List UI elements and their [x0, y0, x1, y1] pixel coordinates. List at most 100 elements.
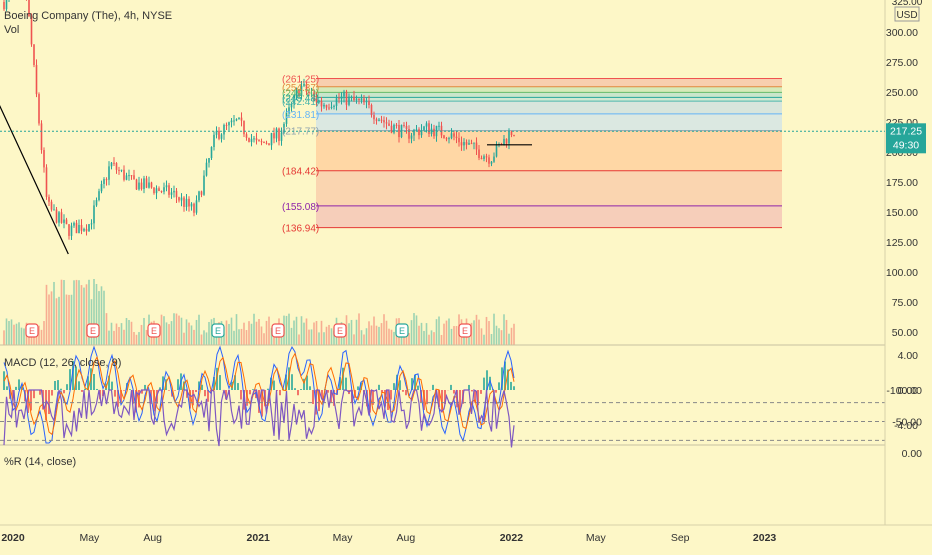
macd-histogram-bar: [63, 390, 65, 393]
candle-body: [173, 191, 175, 193]
candle-body: [331, 107, 333, 108]
volume-bar: [413, 313, 415, 345]
fib-band: [316, 206, 782, 228]
candle-body: [273, 133, 275, 138]
wr-tick-label: -50.00: [892, 417, 922, 429]
volume-bar: [63, 280, 65, 345]
volume-bar: [353, 334, 355, 345]
volume-bar: [6, 318, 8, 345]
candle-body: [68, 224, 70, 236]
volume-bar: [206, 332, 208, 345]
candle-body: [218, 131, 220, 139]
candle-body: [321, 101, 323, 107]
macd-histogram-bar: [273, 381, 275, 390]
macd-histogram-bar: [54, 381, 56, 390]
candle-body: [346, 92, 348, 105]
macd-histogram-bar: [402, 390, 404, 392]
volume-bar: [263, 333, 265, 345]
macd-histogram-bar: [393, 383, 395, 390]
candle-body: [256, 138, 258, 140]
candle-body: [78, 225, 80, 233]
candle-body: [441, 126, 443, 136]
volume-bar: [243, 323, 245, 345]
volume-bar: [448, 318, 450, 345]
volume-bar: [171, 321, 173, 345]
volume-bar: [253, 314, 255, 345]
candle-body: [201, 191, 203, 194]
volume-bar: [436, 319, 438, 345]
candle-body: [333, 106, 335, 107]
macd-histogram-bar: [33, 390, 35, 398]
earnings-badge-letter: E: [29, 326, 35, 336]
candle-body: [168, 185, 170, 195]
candle-body: [81, 225, 83, 231]
volume-bar: [68, 295, 70, 345]
candle-body: [508, 132, 510, 144]
volume-bar: [298, 334, 300, 345]
volume-bar: [51, 291, 53, 345]
volume-bar: [138, 332, 140, 345]
candle-body: [428, 123, 430, 134]
volume-bar: [328, 325, 330, 345]
volume-bar: [143, 318, 145, 345]
candle-body: [341, 97, 343, 100]
candle-body: [213, 135, 215, 147]
volume-bar: [8, 321, 10, 345]
macd-histogram-bar: [468, 385, 470, 390]
candle-body: [153, 188, 155, 194]
candle-body: [248, 138, 250, 142]
candle-body: [123, 170, 125, 180]
candle-body: [163, 187, 165, 192]
candle-body: [276, 128, 278, 138]
macd-histogram-bar: [432, 385, 434, 390]
macd-histogram-bar: [57, 380, 59, 390]
volume-bar: [491, 334, 493, 345]
fib-level-label: (242.41): [282, 97, 319, 108]
candle-body: [413, 130, 415, 136]
candle-body: [161, 191, 163, 192]
candle-body: [148, 183, 150, 188]
volume-bar: [73, 280, 75, 345]
wr-label: %R (14, close): [4, 456, 76, 468]
macd-histogram-bar: [291, 374, 293, 390]
price-tick-label: 100.00: [886, 267, 918, 279]
volume-bar: [116, 324, 118, 345]
volume-bar: [188, 323, 190, 345]
candle-body: [336, 98, 338, 106]
macd-histogram-bar: [300, 389, 302, 390]
volume-bar: [181, 318, 183, 345]
candle-body: [176, 191, 178, 197]
candle-body: [86, 229, 88, 231]
macd-histogram-bar: [495, 390, 497, 393]
volume-bar: [111, 323, 113, 345]
fib-retracement[interactable]: [316, 79, 782, 228]
candle-body: [416, 129, 418, 130]
currency-label: USD: [896, 10, 917, 21]
macd-histogram-bar: [267, 389, 269, 390]
candle-body: [473, 143, 475, 144]
volume-bar: [66, 295, 68, 345]
time-tick-label: Sep: [671, 532, 690, 544]
macd-histogram-bar: [405, 390, 407, 395]
time-tick-label: 2021: [247, 532, 271, 544]
volume-bar: [383, 314, 385, 345]
candle-body: [141, 183, 143, 190]
macd-histogram-bar: [483, 378, 485, 390]
earnings-badge-letter: E: [399, 326, 405, 336]
volume-bar: [81, 285, 83, 345]
volume-bar: [101, 286, 103, 345]
candle-body: [493, 157, 495, 162]
volume-bar: [506, 320, 508, 345]
macd-histogram-bar: [66, 384, 68, 390]
candle-body: [136, 179, 138, 189]
macd-histogram-bar: [15, 387, 17, 390]
volume-bar: [246, 330, 248, 345]
macd-histogram-bar: [207, 390, 209, 402]
volume-bar: [391, 330, 393, 345]
candle-body: [471, 143, 473, 144]
volume-bar: [321, 321, 323, 345]
volume-bar: [313, 322, 315, 345]
macd-histogram-bar: [177, 379, 179, 390]
volume-bar: [258, 319, 260, 345]
